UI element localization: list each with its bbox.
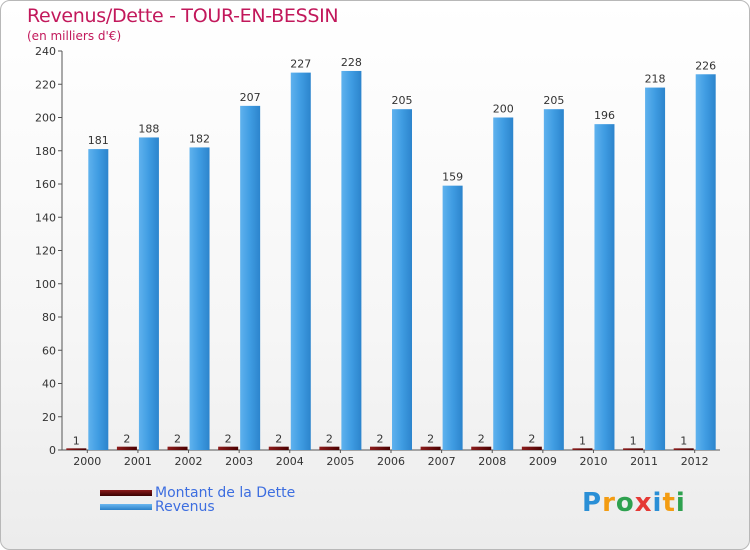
- bar-dette: [167, 446, 188, 450]
- proxiti-logo: Proxiti: [582, 488, 686, 518]
- x-tick-label: 2009: [529, 455, 557, 468]
- bar-revenus: [240, 105, 261, 451]
- logo-letter: o: [615, 488, 635, 518]
- bar-revenus: [392, 109, 412, 450]
- data-label-revenus: 227: [290, 58, 311, 71]
- x-tick-label: 2002: [175, 455, 203, 468]
- data-label-revenus: 196: [594, 109, 615, 122]
- bar-dette: [521, 446, 542, 450]
- data-label-dette: 2: [275, 433, 282, 446]
- logo-letter: i: [675, 488, 686, 518]
- x-tick-label: 2006: [377, 455, 405, 468]
- bar-revenus: [645, 87, 666, 450]
- bar-dette: [268, 446, 289, 450]
- y-tick-label: 20: [42, 411, 56, 424]
- bar-dette: [370, 446, 390, 450]
- y-tick-label: 220: [35, 78, 56, 91]
- y-tick-label: 240: [35, 45, 56, 58]
- data-label-revenus: 207: [240, 91, 261, 104]
- y-tick-label: 140: [35, 211, 56, 224]
- bar-dette: [623, 448, 644, 450]
- y-tick-label: 60: [42, 344, 56, 357]
- bar-revenus: [594, 124, 615, 451]
- logo-letter: x: [634, 488, 653, 518]
- bar-revenus: [341, 70, 362, 450]
- chart-subtitle: (en milliers d'€): [27, 29, 122, 43]
- data-label-dette: 1: [680, 434, 687, 447]
- data-label-dette: 2: [326, 433, 333, 446]
- bar-dette: [319, 446, 340, 450]
- y-tick-label: 100: [35, 278, 56, 291]
- x-axis: 2000 2001 2002 2003 2004 2005 2006 2007 2008 2009…: [62, 449, 720, 468]
- data-label-dette: 2: [123, 433, 130, 446]
- x-tick-label: 2011: [630, 455, 658, 468]
- data-label-dette: 2: [427, 433, 434, 446]
- bar-dette: [116, 446, 137, 450]
- bars: [66, 70, 716, 451]
- x-tick-label: 2004: [276, 455, 304, 468]
- data-label-revenus: 188: [138, 122, 159, 135]
- data-labels: 1181218821822207222722282205215922002205…: [73, 56, 716, 447]
- legend-label-dette: Montant de la Dette: [155, 485, 296, 501]
- legend-swatch-revenus: [100, 504, 152, 510]
- bar-dette: [66, 448, 87, 450]
- bar-revenus: [493, 117, 514, 450]
- data-label-revenus: 218: [645, 73, 666, 86]
- data-label-revenus: 159: [442, 171, 463, 184]
- data-label-revenus: 181: [88, 134, 109, 147]
- y-tick-label: 80: [42, 311, 56, 324]
- y-tick-label: 200: [35, 112, 56, 125]
- x-tick-label: 2010: [579, 455, 607, 468]
- x-tick-label: 2000: [73, 455, 101, 468]
- data-label-dette: 1: [73, 434, 80, 447]
- x-tick-label: 2012: [681, 455, 709, 468]
- data-label-dette: 1: [579, 434, 586, 447]
- y-tick-label: 120: [35, 245, 56, 258]
- y-axis: 0 20 40 60 80 100 120 140 160 180 200 220 240: [35, 45, 63, 457]
- data-label-dette: 2: [377, 433, 384, 446]
- bar-dette: [218, 446, 239, 450]
- bar-revenus: [442, 185, 463, 450]
- y-tick-label: 160: [35, 178, 56, 191]
- x-tick-label: 2007: [428, 455, 456, 468]
- bar-revenus: [695, 74, 716, 451]
- bar-revenus: [189, 147, 210, 451]
- logo-letter: P: [582, 488, 603, 518]
- data-label-revenus: 205: [543, 94, 564, 107]
- logo-letter: r: [602, 488, 616, 518]
- bar-dette: [673, 448, 694, 450]
- bar-dette: [572, 448, 593, 450]
- y-tick-label: 180: [35, 145, 56, 158]
- bar-revenus: [543, 109, 564, 450]
- bar-dette: [471, 446, 492, 450]
- data-label-revenus: 200: [493, 103, 514, 116]
- data-label-revenus: 205: [392, 94, 413, 107]
- data-label-dette: 2: [528, 433, 535, 446]
- x-tick-label: 2003: [225, 455, 253, 468]
- y-tick-label: 40: [42, 378, 56, 391]
- x-tick-label: 2005: [326, 455, 354, 468]
- data-label-dette: 2: [225, 433, 232, 446]
- bar-revenus: [138, 137, 159, 450]
- data-label-revenus: 182: [189, 132, 210, 145]
- legend-label-revenus: Revenus: [155, 499, 215, 515]
- bar-revenus: [88, 149, 109, 450]
- data-label-revenus: 228: [341, 56, 362, 69]
- data-label-dette: 1: [630, 434, 637, 447]
- chart-title: Revenus/Dette - TOUR-EN-BESSIN: [27, 5, 339, 27]
- bar-revenus: [290, 72, 311, 451]
- data-label-dette: 2: [174, 433, 181, 446]
- x-tick-label: 2008: [478, 455, 506, 468]
- bar-dette: [420, 446, 441, 450]
- legend-swatch-dette: [100, 490, 152, 496]
- logo-letter: i: [652, 488, 663, 518]
- x-tick-label: 2001: [124, 455, 152, 468]
- data-label-dette: 2: [478, 433, 485, 446]
- logo-letter: t: [662, 488, 676, 518]
- data-label-revenus: 226: [695, 59, 716, 72]
- y-tick-label: 0: [49, 444, 56, 457]
